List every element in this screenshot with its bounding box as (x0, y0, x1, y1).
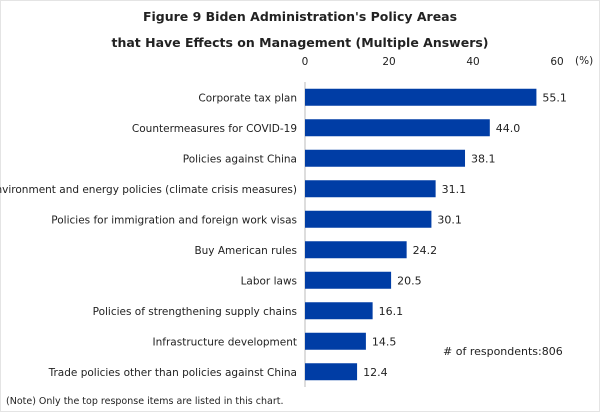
unit-label: (%) (575, 55, 593, 67)
category-label: Policies of strengthening supply chains (93, 306, 297, 318)
bar (305, 241, 407, 259)
bar-value-label: 55.1 (542, 91, 567, 104)
bar-value-label: 44.0 (496, 122, 521, 135)
bar (305, 149, 466, 167)
bar-value-label: 20.5 (397, 274, 422, 287)
bar (305, 180, 436, 198)
bar-value-label: 31.1 (442, 183, 467, 196)
bar (305, 88, 537, 106)
chart-title-line1: Figure 9 Biden Administration's Policy A… (143, 9, 457, 24)
respondents-annotation: # of respondents:806 (443, 345, 563, 358)
bar-value-label: 12.4 (363, 366, 388, 379)
bar (305, 210, 432, 228)
bar-value-label: 16.1 (379, 305, 404, 318)
category-label: Buy American rules (194, 245, 297, 257)
bar (305, 332, 366, 350)
category-label: Infrastructure development (153, 336, 297, 348)
bar (305, 302, 373, 320)
chart-title-line2: that Have Effects on Management (Multipl… (111, 35, 488, 50)
category-label: Corporate tax plan (198, 92, 297, 104)
category-label: Countermeasures for COVID-19 (132, 123, 297, 135)
category-label: Trade policies other than policies again… (48, 367, 297, 379)
x-tick-label: 60 (550, 56, 563, 68)
category-label: Labor laws (241, 275, 297, 287)
bar-value-label: 30.1 (437, 213, 462, 226)
x-tick-label: 20 (382, 56, 395, 68)
category-label: Policies for immigration and foreign wor… (51, 214, 297, 226)
category-label: Environment and energy policies (climate… (0, 184, 297, 196)
x-tick-label: 40 (466, 56, 479, 68)
bar (305, 271, 392, 289)
bar (305, 363, 358, 381)
bar-value-label: 38.1 (471, 152, 496, 165)
category-label: Policies against China (183, 153, 297, 165)
bar-value-label: 24.2 (413, 244, 438, 257)
bar-value-label: 14.5 (372, 335, 397, 348)
x-tick-label: 0 (302, 56, 309, 68)
chart-note: (Note) Only the top response items are l… (6, 396, 283, 407)
bar (305, 119, 490, 137)
